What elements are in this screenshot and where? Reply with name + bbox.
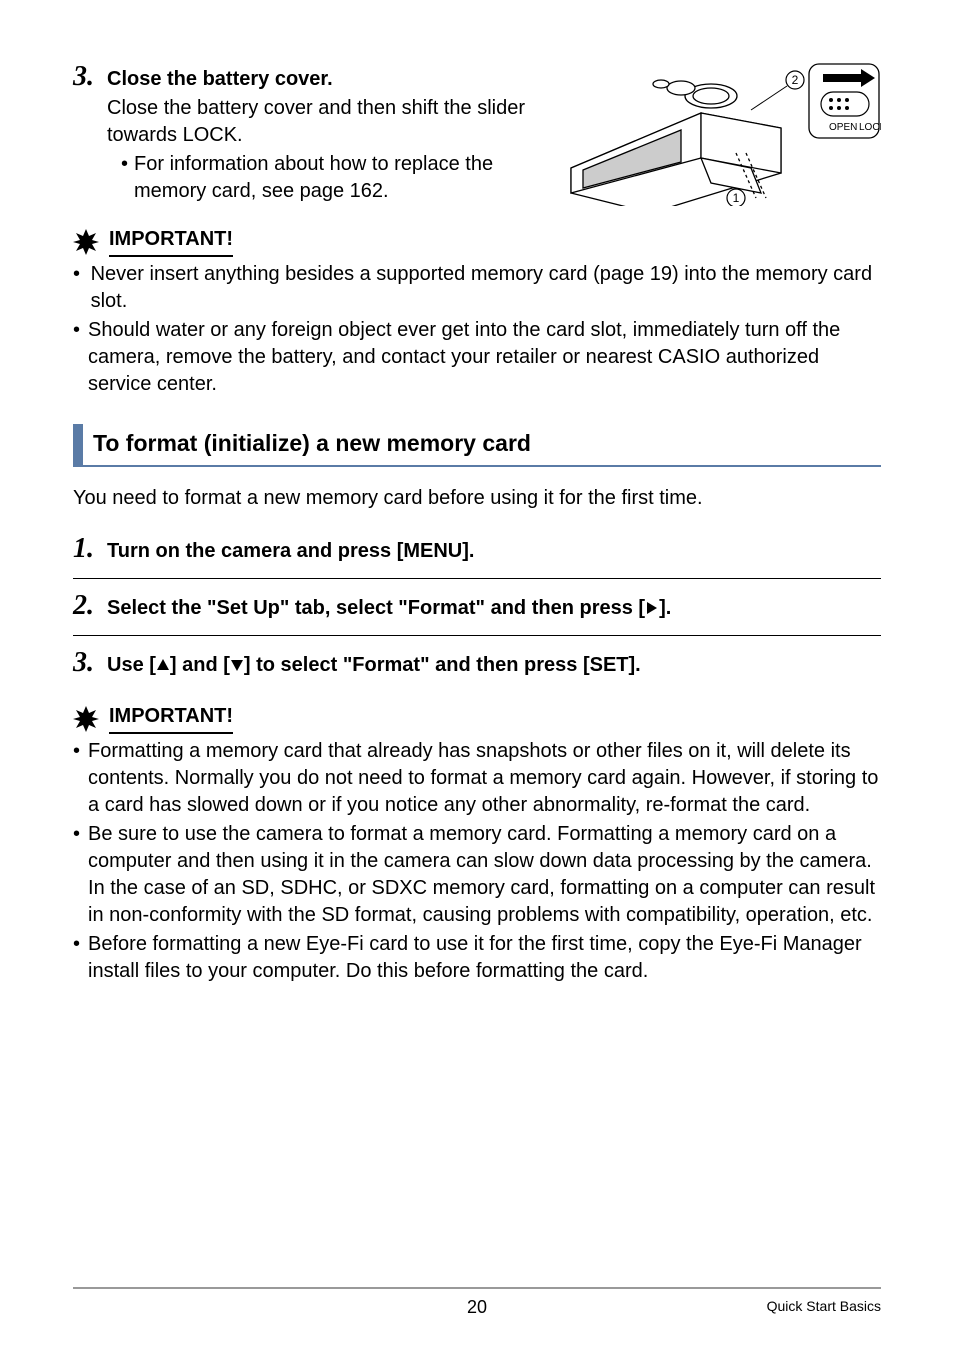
step-2-title: Select the "Set Up" tab, select "Format"… [107, 595, 881, 622]
important-1-list: • Never insert anything besides a suppor… [73, 261, 881, 398]
important-2-list: • Formatting a memory card that already … [73, 738, 881, 985]
step-2-title-b: ]. [659, 597, 671, 619]
step-3-sub: • For information about how to replace t… [121, 151, 531, 205]
step-3b-title-a: Use [ [107, 654, 156, 676]
important-1-b2: Should water or any foreign object ever … [88, 317, 881, 398]
right-triangle-icon [645, 601, 659, 615]
diagram-open-label: OPEN [829, 122, 857, 133]
list-item: • Be sure to use the camera to format a … [73, 821, 881, 929]
section-heading-wrap: To format (initialize) a new memory card [73, 424, 881, 467]
bullet-dot-icon: • [73, 931, 80, 985]
footer-section-label: Quick Start Basics [767, 1297, 881, 1316]
important-2-header: IMPORTANT! [73, 703, 881, 734]
list-item: • Never insert anything besides a suppor… [73, 261, 881, 315]
up-triangle-icon [156, 658, 170, 672]
diagram-lock-label: LOCK [859, 122, 881, 133]
list-item: • Formatting a memory card that already … [73, 738, 881, 819]
step-2-title-a: Select the "Set Up" tab, select "Format"… [107, 597, 645, 619]
step-3-title: Close the battery cover. [107, 66, 531, 93]
page-number: 20 [467, 1295, 487, 1319]
intro-paragraph: You need to format a new memory card bef… [73, 485, 881, 512]
bullet-dot-icon: • [73, 738, 80, 819]
bullet-dot-icon: • [121, 151, 128, 205]
step-3-text: 3. Close the battery cover. Close the ba… [73, 58, 531, 205]
important-2-b1: Formatting a memory card that already ha… [88, 738, 881, 819]
step-3-num: 3. [73, 58, 101, 96]
section-heading: To format (initialize) a new memory card [93, 424, 531, 465]
list-item: • Before formatting a new Eye-Fi card to… [73, 931, 881, 985]
svg-text:2: 2 [792, 73, 799, 87]
step-2-num: 2. [73, 587, 101, 625]
important-2-b2: Be sure to use the camera to format a me… [88, 821, 881, 929]
important-1-header: IMPORTANT! [73, 226, 881, 257]
step-3b-title: Use [ ] and [ ] to select "Format" and the… [107, 652, 881, 679]
step-3-row: 3. Close the battery cover. Close the ba… [73, 58, 531, 205]
burst-icon [73, 706, 99, 732]
svg-text:1: 1 [733, 191, 740, 205]
step-2-row: 2. Select the "Set Up" tab, select "Form… [73, 587, 881, 625]
step-3-detail: Close the battery cover and then shift t… [107, 95, 531, 149]
step-1-row: 1. Turn on the camera and press [MENU]. [73, 530, 881, 568]
divider [73, 578, 881, 579]
step-3b-title-c: ] to select "Format" and then press [SET… [244, 654, 641, 676]
bullet-dot-icon: • [73, 821, 80, 929]
important-1-b1: Never insert anything besides a supporte… [91, 261, 881, 315]
step-3-block: 3. Close the battery cover. Close the ba… [73, 58, 881, 206]
section-heading-bar [73, 424, 83, 465]
step-1-num: 1. [73, 530, 101, 568]
divider [73, 635, 881, 636]
list-item: • Should water or any foreign object eve… [73, 317, 881, 398]
step-3b-num: 3. [73, 644, 101, 682]
bullet-dot-icon: • [73, 261, 83, 315]
step-1-title: Turn on the camera and press [MENU]. [107, 538, 881, 565]
step-3-sub-text: For information about how to replace the… [134, 151, 531, 205]
bullet-dot-icon: • [73, 317, 80, 398]
down-triangle-icon [230, 658, 244, 672]
step-3b-row: 3. Use [ ] and [ ] to select "Format" and … [73, 644, 881, 682]
important-2-b3: Before formatting a new Eye-Fi card to u… [88, 931, 881, 985]
important-1-label: IMPORTANT! [109, 226, 233, 257]
burst-icon [73, 229, 99, 255]
step-3-body: Close the battery cover. Close the batte… [107, 66, 531, 205]
camera-diagram: 1 2 OPEN LOCK [551, 58, 881, 206]
important-2-label: IMPORTANT! [109, 703, 233, 734]
page-footer: 20 Quick Start Basics [73, 1287, 881, 1319]
step-3b-title-b: ] and [ [170, 654, 230, 676]
